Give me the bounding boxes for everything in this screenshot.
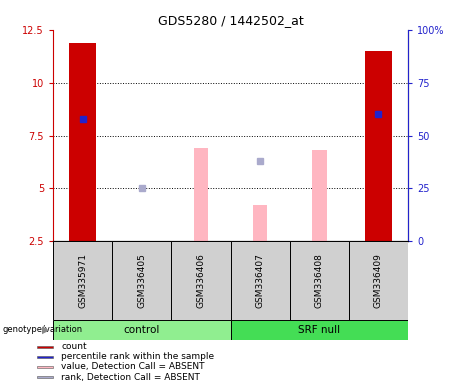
Text: GSM336408: GSM336408 [315, 253, 324, 308]
Bar [69, 43, 96, 241]
Bar [37, 376, 53, 378]
Bar [37, 366, 53, 368]
Text: SRF null: SRF null [298, 325, 340, 335]
Bar [365, 51, 392, 241]
Text: GSM336409: GSM336409 [374, 253, 383, 308]
Bar [312, 150, 326, 241]
Text: GSM336405: GSM336405 [137, 253, 146, 308]
Text: control: control [124, 325, 160, 335]
Text: GSM336406: GSM336406 [196, 253, 206, 308]
Bar [112, 241, 171, 320]
Bar [194, 148, 208, 241]
Text: count: count [61, 342, 87, 351]
Bar [230, 320, 408, 340]
Text: genotype/variation: genotype/variation [2, 325, 83, 334]
Bar [37, 346, 53, 348]
Bar [253, 205, 267, 241]
Text: ▶: ▶ [42, 325, 50, 335]
Text: GSM335971: GSM335971 [78, 253, 87, 308]
Text: percentile rank within the sample: percentile rank within the sample [61, 353, 214, 361]
Bar [290, 241, 349, 320]
Bar [171, 241, 230, 320]
Text: value, Detection Call = ABSENT: value, Detection Call = ABSENT [61, 362, 205, 371]
Bar [37, 356, 53, 358]
Text: GSM336407: GSM336407 [255, 253, 265, 308]
Bar [53, 241, 112, 320]
Bar [53, 320, 230, 340]
Bar [230, 241, 290, 320]
Text: rank, Detection Call = ABSENT: rank, Detection Call = ABSENT [61, 372, 200, 382]
Bar [349, 241, 408, 320]
Title: GDS5280 / 1442502_at: GDS5280 / 1442502_at [158, 14, 303, 27]
